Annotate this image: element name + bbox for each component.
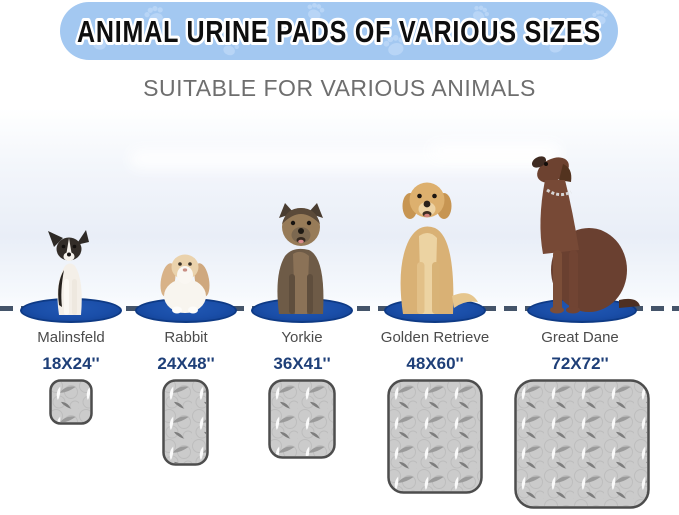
animal-label: Rabbit — [164, 329, 208, 346]
urine-pad-18x24 — [49, 379, 93, 425]
paw-print-icon — [92, 2, 608, 56]
subtitle: SUITABLE FOR VARIOUS ANIMALS — [143, 75, 536, 101]
pad-size-label: 18X24'' — [42, 354, 100, 373]
animal-label: Yorkie — [281, 329, 323, 346]
banner-title: ANIMAL URINE PADS OF VARIOUS SIZES — [77, 14, 601, 49]
pad-size-label: 24X48'' — [157, 354, 215, 373]
great-dane-image — [531, 156, 640, 314]
pad-size-label: 72X72'' — [551, 354, 609, 373]
chihuahua-image — [48, 230, 89, 315]
animal-label: Golden Retrieve — [380, 329, 490, 346]
banner-title-wrap: ANIMAL URINE PADS OF VARIOUS SIZES — [74, 11, 603, 52]
title-banner: ANIMAL URINE PADS OF VARIOUS SIZES — [60, 2, 618, 60]
urine-pad-24x48 — [162, 379, 209, 466]
cloud-highlight — [430, 144, 560, 158]
pad-size-label: 36X41'' — [273, 354, 331, 373]
animal-label: Malinsfeld — [37, 329, 105, 346]
urine-pad-72x72 — [514, 379, 650, 509]
urine-pad-48x60 — [387, 379, 483, 494]
animal-label: Great Dane — [541, 329, 619, 346]
pad-size-label: 48X60'' — [406, 354, 464, 373]
yorkie-image — [277, 203, 324, 314]
rabbit-image — [160, 254, 210, 314]
golden-retriever-image — [400, 182, 478, 314]
urine-pad-36x41 — [268, 379, 336, 459]
